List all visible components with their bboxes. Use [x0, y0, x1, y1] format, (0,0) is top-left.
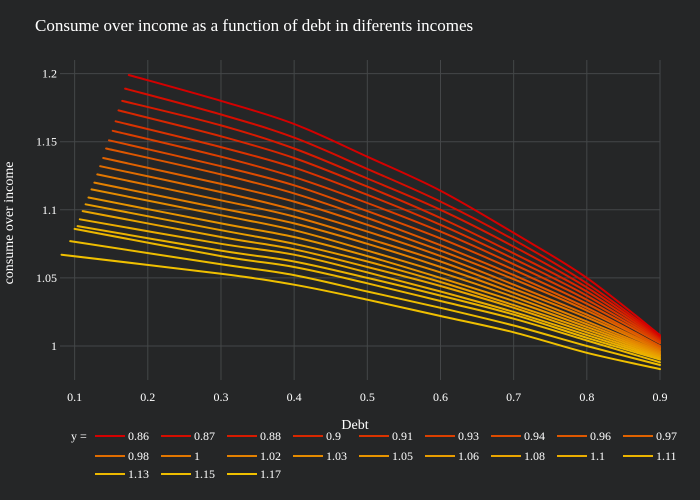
- y-tick-label: 1: [51, 339, 57, 353]
- legend-label: 0.87: [194, 429, 215, 443]
- y-axis-title: consume over income: [2, 162, 17, 285]
- series-line-0.86: [127, 74, 661, 337]
- series-line-1.05: [87, 196, 661, 356]
- series-line-0.93: [111, 129, 661, 343]
- x-tick-label: 0.4: [287, 390, 302, 404]
- series-line-1.1: [78, 218, 661, 360]
- series-line-1.02: [93, 181, 661, 353]
- legend-label: 1.06: [458, 449, 479, 463]
- legend-label: 0.93: [458, 429, 479, 443]
- legend-label: 0.94: [524, 429, 545, 443]
- legend-label: 1.03: [326, 449, 347, 463]
- x-tick-label: 0.7: [506, 390, 521, 404]
- y-tick-label: 1.05: [36, 271, 57, 285]
- series-lines: [60, 74, 661, 371]
- legend-label: 1.08: [524, 449, 545, 463]
- x-tick-label: 0.9: [653, 390, 668, 404]
- x-tick-label: 0.1: [67, 390, 82, 404]
- x-tick-label: 0.2: [140, 390, 155, 404]
- legend: y = 0.86 0.87 0.88 0.9 0.91 0.93 0.94 0.96 0.97 0…: [71, 429, 677, 481]
- x-tick-label: 0.8: [579, 390, 594, 404]
- legend-label: 1.15: [194, 467, 215, 481]
- y-tick-label: 1.2: [42, 67, 57, 81]
- x-axis-ticks: 0.1 0.2 0.3 0.4 0.5 0.6 0.7 0.8 0.9: [67, 390, 667, 404]
- series-line-0.98: [99, 165, 661, 350]
- legend-label: 1.13: [128, 467, 149, 481]
- series-line-1.03: [90, 188, 661, 354]
- series-line-1.17: [60, 253, 661, 371]
- series-line-0.97: [102, 157, 661, 349]
- x-tick-label: 0.5: [360, 390, 375, 404]
- x-tick-label: 0.3: [213, 390, 228, 404]
- chart-title: Consume over income as a function of deb…: [35, 16, 473, 35]
- series-line-1: [96, 173, 661, 351]
- legend-label: 1: [194, 449, 200, 463]
- series-line-0.88: [121, 99, 661, 339]
- legend-label: 0.96: [590, 429, 611, 443]
- legend-label: 0.86: [128, 429, 149, 443]
- series-line-0.94: [108, 139, 661, 345]
- legend-title: y =: [71, 429, 87, 443]
- x-tick-label: 0.6: [433, 390, 448, 404]
- legend-label: 0.9: [326, 429, 341, 443]
- y-tick-label: 1.15: [36, 135, 57, 149]
- legend-label: 0.97: [656, 429, 677, 443]
- legend-label: 0.91: [392, 429, 413, 443]
- legend-label: 0.88: [260, 429, 281, 443]
- series-line-0.91: [114, 120, 661, 342]
- series-line-0.96: [105, 147, 661, 347]
- series-line-1.13: [73, 227, 661, 364]
- series-line-1.08: [81, 210, 661, 358]
- legend-label: 1.17: [260, 467, 281, 481]
- legend-label: 0.98: [128, 449, 149, 463]
- y-tick-label: 1.1: [42, 203, 57, 217]
- series-line-1.06: [84, 203, 661, 357]
- series-line-0.87: [124, 87, 661, 338]
- series-line-1.15: [69, 240, 661, 366]
- series-line-1.11: [76, 225, 661, 361]
- series-line-0.9: [117, 109, 661, 341]
- x-axis-title: Debt: [341, 418, 368, 433]
- legend-label: 1.11: [656, 449, 677, 463]
- legend-label: 1.05: [392, 449, 413, 463]
- y-axis-ticks: 1 1.05 1.1 1.15 1.2: [36, 67, 57, 353]
- legend-label: 1.02: [260, 449, 281, 463]
- legend-label: 1.1: [590, 449, 605, 463]
